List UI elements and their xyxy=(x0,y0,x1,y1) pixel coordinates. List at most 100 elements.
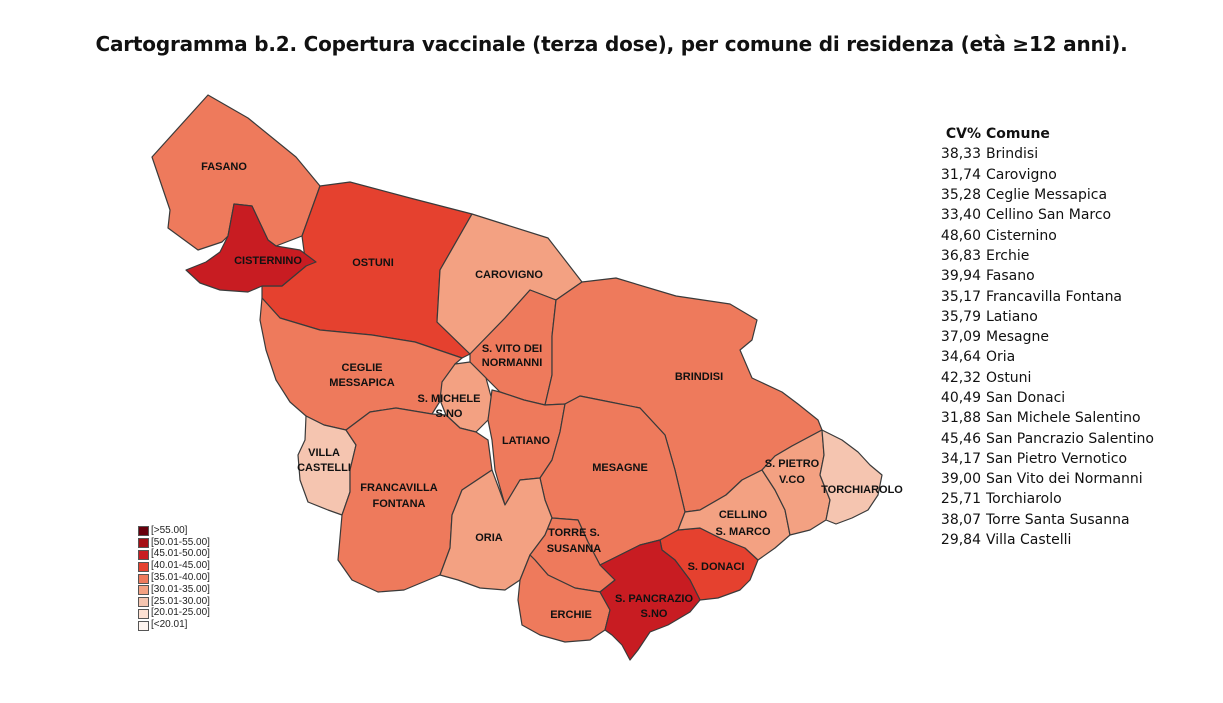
label-smichele-line1: S. MICHELE xyxy=(418,393,481,405)
row-comune: Cellino San Marco xyxy=(986,207,1112,224)
label-sdonaci: S. DONACI xyxy=(688,561,745,573)
table-row: 45,46 San Pancrazio Salentino xyxy=(926,428,1154,448)
table-row: 36,83 Erchie xyxy=(926,246,1154,266)
label-ostuni: OSTUNI xyxy=(352,257,394,269)
table-row: 25,71 Torchiarolo xyxy=(926,489,1154,509)
row-cv: 35,28 xyxy=(940,187,981,204)
legend-label: [20.01-25.00] xyxy=(151,607,210,619)
row-comune: San Vito dei Normanni xyxy=(986,471,1143,488)
label-torre-line2: SUSANNA xyxy=(547,543,601,555)
row-comune: Carovigno xyxy=(986,166,1057,183)
table-row: 37,09 Mesagne xyxy=(926,327,1154,347)
label-spancrazio-line2: S.NO xyxy=(641,608,668,620)
legend-label: [<20.01] xyxy=(151,619,188,631)
table-row: 34,64 Oria xyxy=(926,347,1154,367)
row-cv: 25,71 xyxy=(940,491,981,508)
table-row: 35,28 Ceglie Messapica xyxy=(926,185,1154,205)
legend-label: [40.01-45.00] xyxy=(151,560,210,572)
label-spietro-line1: S. PIETRO xyxy=(765,458,820,470)
label-francavilla-line1: FRANCAVILLA xyxy=(360,482,437,494)
legend-item: [40.01-45.00] xyxy=(138,560,210,572)
label-spietro-line2: V.CO xyxy=(779,474,805,486)
table-row: 33,40 Cellino San Marco xyxy=(926,205,1154,225)
legend-swatch xyxy=(138,585,149,596)
label-cisternino: CISTERNINO xyxy=(234,255,302,267)
row-comune: Mesagne xyxy=(986,329,1049,346)
row-comune: Brindisi xyxy=(986,146,1039,163)
table-row: 39,94 Fasano xyxy=(926,266,1154,286)
row-comune: Cisternino xyxy=(986,227,1057,244)
row-cv: 38,33 xyxy=(940,146,981,163)
table-row: 42,32 Ostuni xyxy=(926,368,1154,388)
row-comune: San Donaci xyxy=(986,390,1066,406)
label-oria: ORIA xyxy=(475,532,503,544)
legend-label: [25.01-30.00] xyxy=(151,595,210,607)
header-comune: Comune xyxy=(986,126,1050,143)
label-erchie: ERCHIE xyxy=(550,609,592,621)
region-cisternino[interactable] xyxy=(185,203,317,293)
row-comune: Ostuni xyxy=(986,369,1032,386)
row-comune: San Pietro Vernotico xyxy=(986,450,1128,467)
row-comune: Torchiarolo xyxy=(986,491,1062,508)
label-smichele-line2: S.NO xyxy=(436,408,463,420)
legend-label: [>55.00] xyxy=(151,524,188,536)
label-carovigno: CAROVIGNO xyxy=(475,269,543,281)
label-fasano: FASANO xyxy=(201,161,247,173)
row-cv: 38,07 xyxy=(940,511,981,528)
label-torchiarolo: TORCHIAROLO xyxy=(821,484,903,496)
legend-item: [45.01-50.00] xyxy=(138,549,210,561)
row-cv: 45,46 xyxy=(940,430,981,447)
table-row: 35,17 Francavilla Fontana xyxy=(926,286,1154,306)
legend-label: [35.01-40.00] xyxy=(151,572,210,584)
label-villa-line2: CASTELLI xyxy=(297,462,351,474)
row-cv: 40,49 xyxy=(940,390,981,406)
label-ceglie-line2: MESSAPICA xyxy=(329,377,394,389)
label-svito-line1: S. VITO DEI xyxy=(482,343,542,355)
legend-item: [30.01-35.00] xyxy=(138,584,210,596)
label-spancrazio-line1: S. PANCRAZIO xyxy=(615,593,693,605)
legend-swatch xyxy=(138,526,149,537)
table-row: 38,07 Torre Santa Susanna xyxy=(926,510,1154,530)
table-row: 38,33 Brindisi xyxy=(926,144,1154,164)
row-comune: Torre Santa Susanna xyxy=(986,511,1130,528)
region-spancrazio[interactable] xyxy=(599,539,701,661)
row-cv: 37,09 xyxy=(940,329,981,346)
legend-label: [30.01-35.00] xyxy=(151,583,210,595)
legend-swatch xyxy=(138,561,149,572)
label-mesagne: MESAGNE xyxy=(592,462,648,474)
row-cv: 35,79 xyxy=(940,308,981,325)
label-ceglie-line1: CEGLIE xyxy=(342,362,383,374)
row-comune: Ceglie Messapica xyxy=(986,187,1108,204)
legend-item: [50.01-55.00] xyxy=(138,537,210,549)
row-cv: 35,17 xyxy=(940,288,981,305)
table-row: 48,60 Cisternino xyxy=(926,225,1154,245)
label-brindisi: BRINDISI xyxy=(675,371,723,383)
label-svito-line2: NORMANNI xyxy=(482,357,543,369)
row-cv: 48,60 xyxy=(940,227,981,244)
legend-item: [<20.01] xyxy=(138,619,210,631)
row-cv: 39,00 xyxy=(940,471,981,488)
legend-item: [35.01-40.00] xyxy=(138,572,210,584)
row-cv: 39,94 xyxy=(940,268,981,285)
legend-item: [20.01-25.00] xyxy=(138,608,210,620)
row-cv: 33,40 xyxy=(940,207,981,224)
table-row: 29,84 Villa Castelli xyxy=(926,530,1154,550)
legend-swatch xyxy=(138,549,149,560)
row-cv: 29,84 xyxy=(940,532,981,549)
row-comune: Latiano xyxy=(986,308,1038,325)
legend-swatch xyxy=(138,538,149,549)
label-cellino-line2: S. MARCO xyxy=(716,526,771,538)
table-row: 31,88 San Michele Salentino xyxy=(926,408,1154,428)
row-comune: San Michele Salentino xyxy=(986,410,1141,427)
legend-item: [>55.00] xyxy=(138,525,210,537)
row-cv: 36,83 xyxy=(940,247,981,264)
row-cv: 34,64 xyxy=(940,349,981,366)
row-cv: 31,88 xyxy=(940,410,981,427)
row-comune: Villa Castelli xyxy=(986,532,1072,549)
label-francavilla-line2: FONTANA xyxy=(373,498,426,510)
table-row: 35,79 Latiano xyxy=(926,307,1154,327)
region-torchiarolo[interactable] xyxy=(819,429,883,525)
row-comune: Francavilla Fontana xyxy=(986,288,1123,305)
label-villa-line1: VILLA xyxy=(308,447,340,459)
